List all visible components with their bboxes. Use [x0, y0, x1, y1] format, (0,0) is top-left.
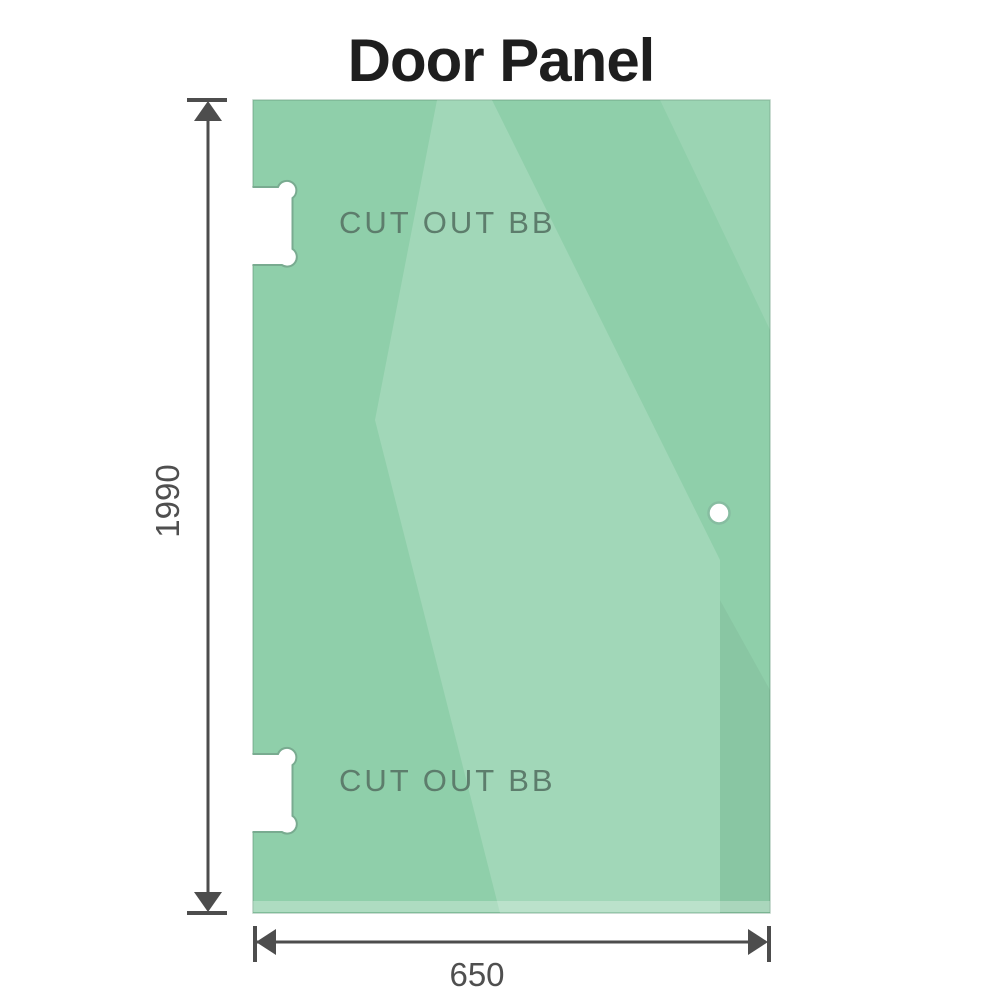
handle-hole	[707, 501, 731, 525]
cutout-top-outline	[252, 179, 298, 268]
glass-reflections	[253, 100, 770, 913]
glass-panel	[252, 99, 771, 914]
dimension-arrow-right-icon	[748, 929, 768, 955]
dimension-arrow-up-icon	[194, 101, 222, 121]
cutout-top-fill	[240, 180, 297, 267]
cutout-top	[240, 179, 298, 268]
cutout-bottom-label: CUT OUT BB	[339, 763, 556, 798]
width-dimension-label: 650	[449, 956, 504, 993]
glass-reflection-corner	[660, 100, 770, 330]
glass-bottom-highlight	[253, 901, 770, 912]
cutout-bottom	[240, 746, 298, 835]
height-dimension: 1990	[149, 98, 227, 915]
cutout-bottom-outline	[252, 746, 298, 835]
page-title: Door Panel	[348, 27, 655, 94]
cutout-top-label: CUT OUT BB	[339, 205, 556, 240]
width-dimension: 650	[253, 926, 771, 993]
dimension-arrow-left-icon	[256, 929, 276, 955]
height-dimension-label: 1990	[149, 464, 186, 537]
cutout-bottom-fill	[240, 747, 297, 834]
dimension-arrow-down-icon	[194, 892, 222, 912]
glass-shade-corner	[720, 600, 770, 913]
glass-reflection-band	[375, 100, 720, 913]
